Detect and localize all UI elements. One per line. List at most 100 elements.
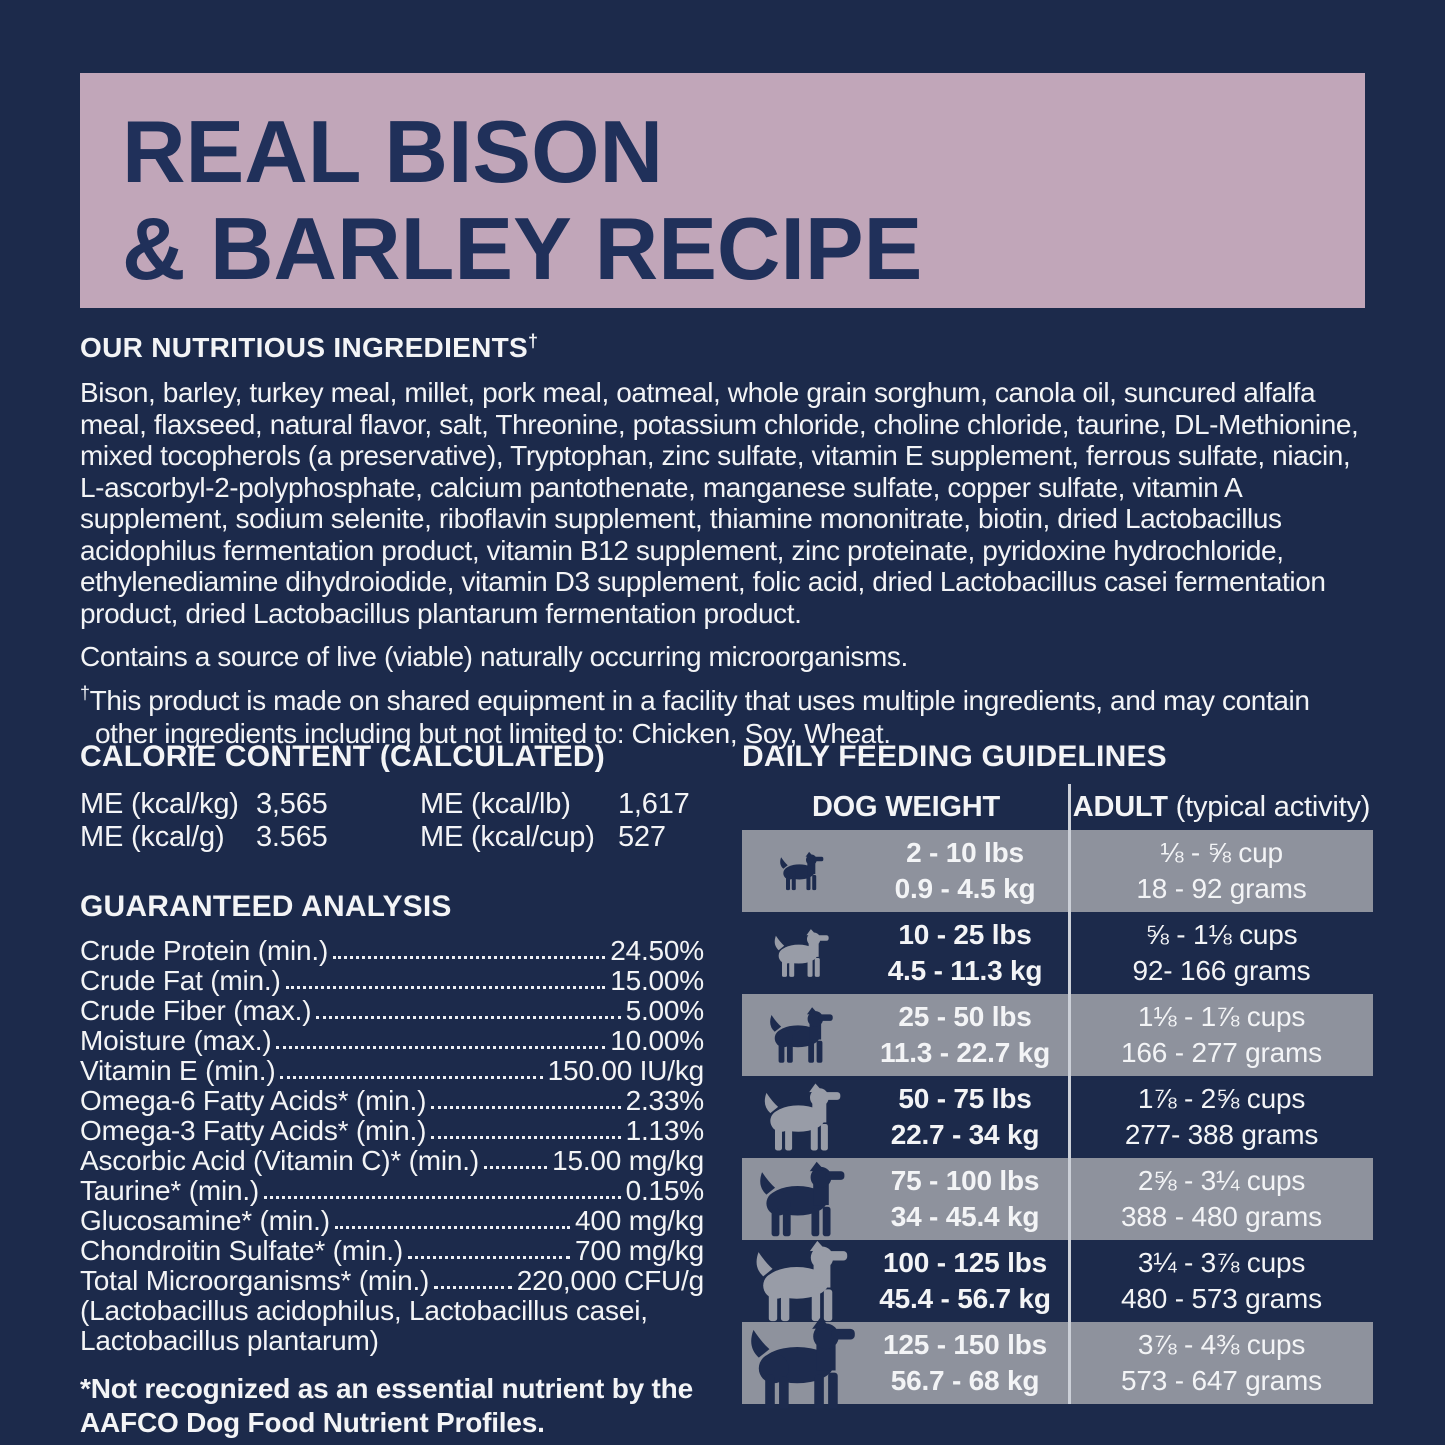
analysis-row: Crude Fiber (max.) 5.00% [80,995,704,1026]
ingredients-list: Bison, barley, turkey meal, millet, pork… [80,377,1359,629]
dot-leader [431,1136,621,1139]
analysis-row: Taurine* (min.) 0.15% [80,1175,704,1206]
amount-cups: 3⅞ - 4⅜ cups [1137,1329,1306,1360]
weight-lbs: 25 - 50 lbs [898,1001,1032,1032]
table-row: 25 - 50 lbs 11.3 - 22.7 kg 1⅛ - 1⅞ cups 16… [742,994,1373,1076]
analysis-row: Ascorbic Acid (Vitamin C)* (min.) 15.00 m… [80,1145,704,1176]
calorie-label: ME (kcal/g) [80,821,225,853]
table-row: 2 - 10 lbs 0.9 - 4.5 kg ⅛ - ⅝ cup 18 - 92 … [742,830,1373,912]
analysis-row: Crude Fat (min.) 15.00% [80,965,704,996]
weight-kg: 56.7 - 68 kg [890,1365,1040,1396]
recipe-title: REAL BISON & BARLEY RECIPE [80,73,1365,297]
recipe-title-line2: & BARLEY RECIPE [122,199,923,298]
amount-grams: 166 - 277 grams [1121,1037,1322,1068]
calorie-label: ME (kcal/cup) [420,821,595,853]
weight-kg: 0.9 - 4.5 kg [894,873,1036,904]
dot-leader [431,1106,621,1109]
analysis-row: Chondroitin Sulfate* (min.) 700 mg/kg [80,1235,704,1266]
microorganisms-detail-line2: Lactobacillus plantarum) [80,1325,379,1356]
dagger-mark: † [80,683,90,703]
analysis-row: Omega-6 Fatty Acids* (min.) 2.33% [80,1085,704,1116]
analysis-row: Omega-3 Fatty Acids* (min.) 1.13% [80,1115,704,1146]
feeding-guidelines-table: DOG WEIGHT ADULT (typical activity) 2 - … [742,784,1373,1409]
calorie-value: 1,617 [618,788,690,820]
table-row: 75 - 100 lbs 34 - 45.4 kg 2⅝ - 3¼ cups 388… [742,1158,1373,1240]
dog-icon-labrador [742,1239,860,1323]
dot-leader [407,1256,571,1259]
amount-grams: 480 - 573 grams [1121,1283,1322,1314]
weight-kg: 45.4 - 56.7 kg [879,1283,1051,1314]
feeding-guidelines-heading: DAILY FEEDING GUIDELINES [742,740,1167,773]
calorie-content-heading: CALORIE CONTENT (CALCULATED) [80,740,605,773]
weight-lbs: 75 - 100 lbs [890,1165,1040,1196]
amount-grams: 92- 166 grams [1132,955,1311,986]
amount-cups: 2⅝ - 3¼ cups [1137,1165,1306,1196]
analysis-row: Total Microorganisms* (min.) 220,000 CFU/… [80,1265,704,1296]
dot-leader [434,1286,512,1289]
calorie-value: 3,565 [256,788,328,820]
weight-lbs: 50 - 75 lbs [898,1083,1032,1114]
analysis-row: Vitamin E (min.) 150.00 IU/kg [80,1055,704,1086]
dot-leader [334,1226,571,1229]
calorie-label: ME (kcal/lb) [420,788,571,820]
dot-leader [280,1076,543,1079]
dot-leader [264,1196,621,1199]
table-row: 50 - 75 lbs 22.7 - 34 kg 1⅞ - 2⅝ cups 277-… [742,1076,1373,1158]
shared-equipment-note: †This product is made on shared equipmen… [80,683,1310,749]
microorganisms-note: Contains a source of live (viable) natur… [80,641,908,672]
amount-grams: 388 - 480 grams [1121,1201,1322,1232]
amount-grams: 573 - 647 grams [1121,1365,1322,1396]
dog-icon-great-dane [742,1160,860,1238]
left-column: CALORIE CONTENT (CALCULATED) ME (kcal/kg… [80,740,704,1440]
dot-leader [285,986,606,989]
calorie-content-table: ME (kcal/kg) 3,565 ME (kcal/lb) 1,617 ME… [80,788,704,854]
guaranteed-analysis-section: GUARANTEED ANALYSIS Crude Protein (min.)… [80,890,704,1440]
dog-weight-header: DOG WEIGHT [811,790,1001,823]
recipe-title-line1: REAL BISON [122,102,664,201]
amount-cups: ⅛ - ⅝ cup [1160,837,1283,868]
weight-lbs: 125 - 150 lbs [883,1329,1047,1360]
weight-kg: 22.7 - 34 kg [890,1119,1040,1150]
dog-icon-newfoundland [742,1315,860,1411]
calorie-value: 3.565 [256,821,328,853]
guaranteed-analysis-table: Crude Protein (min.) 24.50% Crude Fat (mi… [80,936,704,1356]
guaranteed-analysis-heading: GUARANTEED ANALYSIS [80,890,452,923]
table-row: 125 - 150 lbs 56.7 - 68 kg 3⅞ - 4⅜ cups 57… [742,1317,1373,1409]
weight-lbs: 2 - 10 lbs [906,837,1024,868]
dog-icon-french-bulldog [742,928,860,978]
feeding-guidelines-section: DAILY FEEDING GUIDELINES DOG WEIGHT ADUL… [742,740,1373,1409]
weight-lbs: 100 - 125 lbs [883,1247,1047,1278]
dot-leader [276,1046,606,1049]
calorie-label: ME (kcal/kg) [80,788,239,820]
weight-kg: 4.5 - 11.3 kg [887,955,1043,986]
dog-icon-pit-bull [742,1082,860,1152]
microorganisms-detail-line1: (Lactobacillus acidophilus, Lactobacillu… [80,1295,648,1326]
adult-header: ADULT (typical activity) [1072,790,1371,823]
column-divider [1068,784,1071,1404]
amount-grams: 277- 388 grams [1124,1119,1319,1150]
table-header-row: DOG WEIGHT ADULT (typical activity) [742,784,1373,830]
ingredients-heading: OUR NUTRITIOUS INGREDIENTS† [80,331,539,363]
analysis-row: Glucosamine* (min.) 400 mg/kg [80,1205,704,1236]
dot-leader [316,1016,621,1019]
table-row: 100 - 125 lbs 45.4 - 56.7 kg 3¼ - 3⅞ cups… [742,1240,1373,1322]
calorie-value: 527 [618,821,666,853]
table-row: 10 - 25 lbs 4.5 - 11.3 kg ⅝ - 1⅛ cups 92- … [742,912,1373,994]
dog-icon-spitz [742,1006,860,1064]
weight-lbs: 10 - 25 lbs [898,919,1032,950]
amount-cups: ⅝ - 1⅛ cups [1145,919,1298,950]
ingredients-section: OUR NUTRITIOUS INGREDIENTS† Bison, barle… [80,332,1372,750]
weight-kg: 34 - 45.4 kg [890,1201,1040,1232]
amount-cups: 1⅛ - 1⅞ cups [1137,1001,1306,1032]
amount-grams: 18 - 92 grams [1136,873,1307,904]
dagger-mark: † [528,331,539,351]
amount-cups: 1⅞ - 2⅝ cups [1137,1083,1306,1114]
aafco-footnote: *Not recognized as an essential nutrient… [80,1373,693,1438]
dot-leader [483,1166,548,1169]
dog-icon-chihuahua [742,851,860,891]
weight-kg: 11.3 - 22.7 kg [880,1037,1050,1068]
analysis-row: Crude Protein (min.) 24.50% [80,935,704,966]
analysis-row: Moisture (max.) 10.00% [80,1025,704,1056]
recipe-title-panel: REAL BISON & BARLEY RECIPE [80,73,1365,308]
